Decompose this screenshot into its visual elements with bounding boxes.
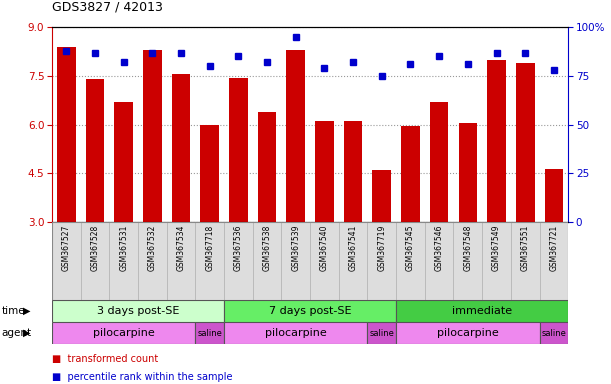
Bar [224, 322, 367, 344]
Text: pilocarpine: pilocarpine [265, 328, 327, 338]
Text: 3 days post-SE: 3 days post-SE [97, 306, 179, 316]
Bar [196, 222, 224, 300]
Bar [544, 169, 563, 222]
Text: GSM367718: GSM367718 [205, 225, 214, 271]
Text: GSM367551: GSM367551 [521, 225, 530, 271]
Bar [516, 63, 535, 222]
Bar [109, 222, 138, 300]
Text: GSM367721: GSM367721 [549, 225, 558, 271]
Bar [224, 300, 396, 322]
Text: pilocarpine: pilocarpine [93, 328, 155, 338]
Text: GSM367549: GSM367549 [492, 225, 501, 271]
Bar [86, 79, 104, 222]
Bar [396, 322, 540, 344]
Text: GSM367527: GSM367527 [62, 225, 71, 271]
Text: GSM367538: GSM367538 [263, 225, 271, 271]
Bar [258, 112, 276, 222]
Text: ■  percentile rank within the sample: ■ percentile rank within the sample [52, 372, 232, 382]
Bar [114, 102, 133, 222]
Bar [143, 50, 162, 222]
Bar [315, 121, 334, 222]
Bar [52, 222, 81, 300]
Bar [52, 322, 196, 344]
Bar [81, 222, 109, 300]
Bar [396, 300, 568, 322]
Text: saline: saline [370, 329, 394, 338]
Bar [344, 121, 362, 222]
Bar [196, 322, 224, 344]
Bar [287, 50, 305, 222]
Bar [338, 222, 367, 300]
Bar [430, 102, 448, 222]
Text: saline: saline [541, 329, 566, 338]
Bar [396, 222, 425, 300]
Bar [487, 60, 506, 222]
Text: GDS3827 / 42013: GDS3827 / 42013 [52, 1, 163, 14]
Bar [167, 222, 196, 300]
Bar [540, 322, 568, 344]
Bar [310, 222, 338, 300]
Bar [200, 125, 219, 222]
Bar [138, 222, 167, 300]
Text: GSM367531: GSM367531 [119, 225, 128, 271]
Text: GSM367719: GSM367719 [377, 225, 386, 271]
Bar [224, 222, 253, 300]
Text: saline: saline [197, 329, 222, 338]
Text: agent: agent [1, 328, 31, 338]
Bar [57, 47, 76, 222]
Text: GSM367540: GSM367540 [320, 225, 329, 271]
Text: GSM367536: GSM367536 [234, 225, 243, 271]
Bar [172, 74, 191, 222]
Text: GSM367528: GSM367528 [90, 225, 100, 271]
Bar [367, 322, 396, 344]
Text: GSM367532: GSM367532 [148, 225, 157, 271]
Bar [482, 222, 511, 300]
Bar [253, 222, 282, 300]
Text: pilocarpine: pilocarpine [437, 328, 499, 338]
Bar [229, 78, 247, 222]
Bar [373, 170, 391, 222]
Bar [282, 222, 310, 300]
Text: GSM367548: GSM367548 [463, 225, 472, 271]
Bar [511, 222, 540, 300]
Text: GSM367546: GSM367546 [434, 225, 444, 271]
Bar [540, 222, 568, 300]
Text: immediate: immediate [452, 306, 512, 316]
Text: GSM367541: GSM367541 [349, 225, 357, 271]
Text: GSM367545: GSM367545 [406, 225, 415, 271]
Bar [367, 222, 396, 300]
Text: ▶: ▶ [23, 328, 31, 338]
Bar [425, 222, 453, 300]
Text: time: time [1, 306, 25, 316]
Text: 7 days post-SE: 7 days post-SE [269, 306, 351, 316]
Text: GSM367534: GSM367534 [177, 225, 186, 271]
Bar [401, 126, 420, 222]
Bar [453, 222, 482, 300]
Text: GSM367539: GSM367539 [291, 225, 300, 271]
Text: ▶: ▶ [23, 306, 31, 316]
Text: ■  transformed count: ■ transformed count [52, 354, 158, 364]
Bar [458, 123, 477, 222]
Bar [52, 300, 224, 322]
